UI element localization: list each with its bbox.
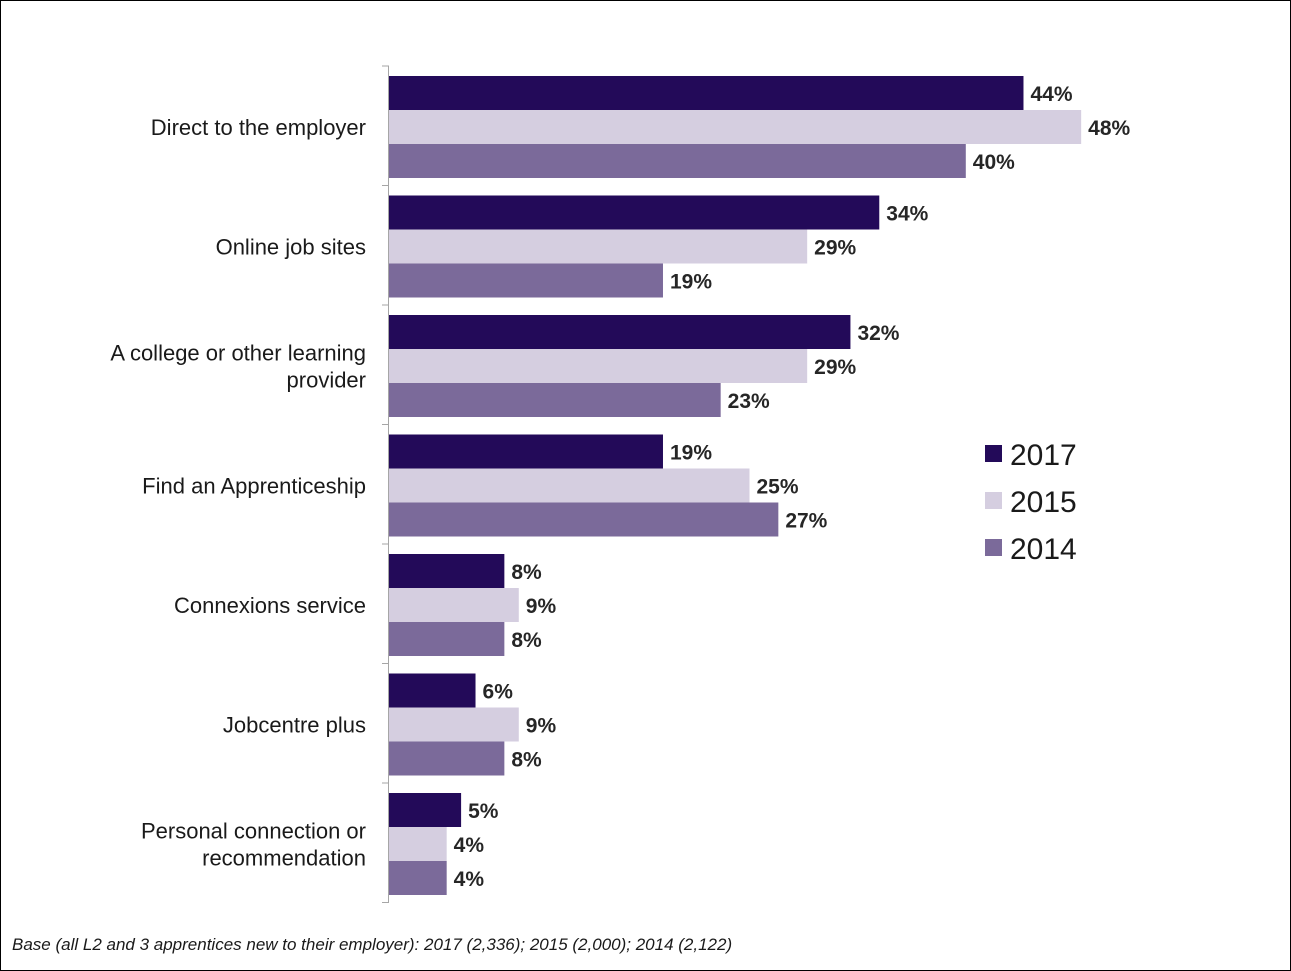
legend-entry-2017: 2017 [1010,439,1077,472]
bar-value-label: 25% [757,476,799,499]
bar-value-label: 9% [526,715,557,738]
bar-2017 [389,434,663,469]
legend-swatch-2017 [985,445,1002,462]
bar-value-label: 4% [454,868,485,891]
category-label: Jobcentre plus [223,713,366,738]
legend-swatch-2014 [985,539,1002,556]
bar-2015 [389,588,519,622]
bar-value-label: 8% [511,561,542,584]
bar-2017 [389,673,476,708]
bar-value-label: 5% [468,800,499,823]
bar-value-label: 6% [483,681,514,704]
category-label: Find an Apprenticeship [142,474,366,499]
bar-2015 [389,229,808,264]
bar-2017 [389,195,880,230]
legend-entry-2014: 2014 [1010,533,1077,566]
bar-2014 [389,861,447,895]
bar-value-label: 27% [785,510,827,533]
bar-value-label: 23% [728,390,770,413]
bar-2017 [389,793,462,827]
bar-value-label: 40% [973,151,1015,174]
bar-2015 [389,827,447,861]
bar-value-label: 32% [857,322,899,345]
bar-2017 [389,315,851,349]
bar-chart: 44% 48% 40% Direct to the employer 34% 29% 19%… [110,65,1131,903]
bar-value-label: 48% [1088,117,1130,140]
bar-2015 [389,468,750,503]
bar-2014 [389,263,663,298]
bar-value-label: 9% [526,595,557,618]
bar-value-label: 34% [886,203,928,226]
bar-2014 [389,383,721,417]
bar-2017 [389,76,1024,110]
bar-2014 [389,502,779,537]
bar-value-label: 4% [454,834,485,857]
base-footnote: Base (all L2 and 3 apprentices new to th… [12,935,733,954]
bar-2014 [389,144,966,178]
category-label: Connexions service [174,593,366,618]
bar-2015 [389,349,808,383]
bar-value-label: 19% [670,271,712,294]
bar-2015 [389,110,1082,144]
bar-2015 [389,707,519,742]
legend-entry-2015: 2015 [1010,486,1077,519]
category-label: A college or other learning provider [110,341,366,393]
bar-2017 [389,554,505,588]
bar-value-label: 8% [511,749,542,772]
bar-value-label: 29% [814,356,856,379]
category-label: Online job sites [216,235,366,260]
bar-2014 [389,741,505,776]
category-label: Direct to the employer [151,115,366,140]
bar-value-label: 19% [670,442,712,465]
category-label: Personal connection or recommendation [141,819,366,871]
bar-value-label: 8% [511,629,542,652]
bar-value-label: 29% [814,237,856,260]
legend-swatch-2015 [985,492,1002,509]
bar-value-label: 44% [1030,83,1072,106]
bar-2014 [389,622,505,656]
